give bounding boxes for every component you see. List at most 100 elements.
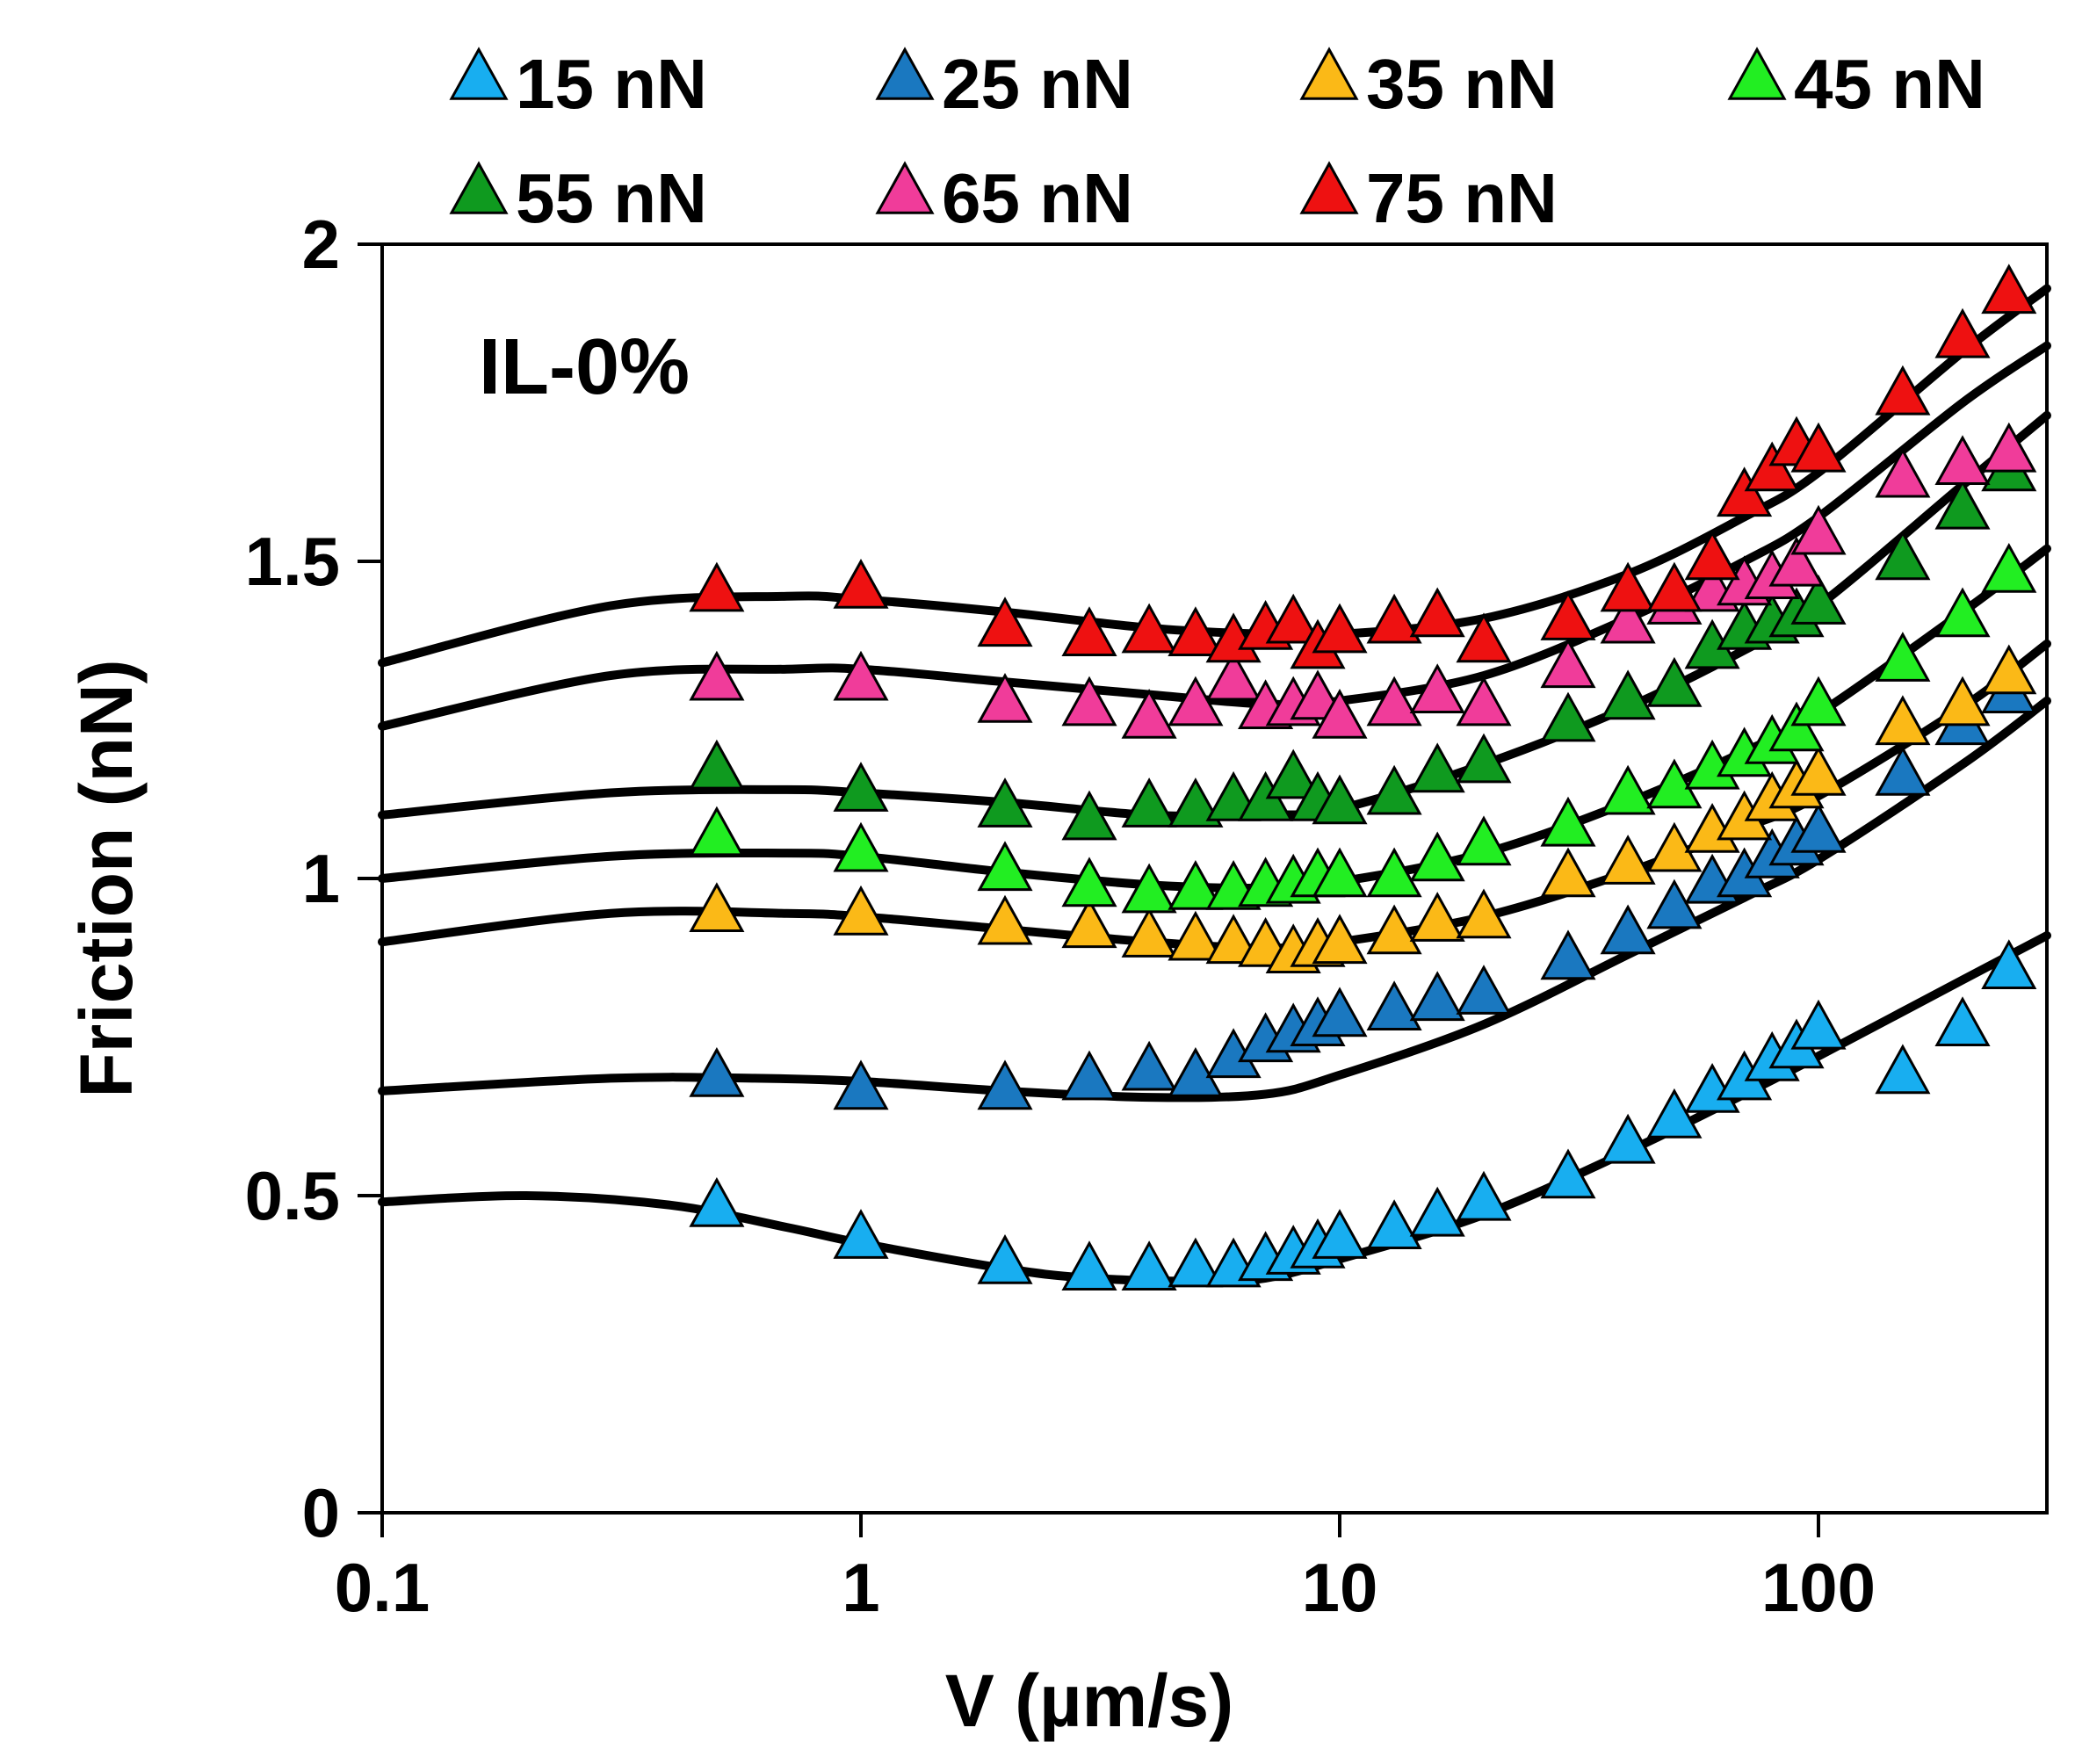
y-tick-label: 1.5: [245, 523, 340, 600]
data-point: [1409, 892, 1465, 942]
legend: 15 nN 25 nN 35 nN 45 nN 55 nN 65 nN 75 nN: [449, 45, 1985, 237]
data-point: [1061, 1050, 1117, 1101]
data-point: [1456, 1170, 1512, 1221]
data-point: [1409, 742, 1465, 793]
data-point: [1790, 504, 1847, 555]
data-point: [1312, 774, 1368, 825]
data-point: [1934, 587, 1991, 638]
data-point: [1875, 447, 1931, 498]
data-point: [1646, 878, 1703, 929]
data-point: [1646, 1088, 1703, 1139]
data-point: [1366, 676, 1422, 727]
data-point: [1600, 904, 1656, 955]
data-point: [1790, 999, 1847, 1050]
data-point: [1540, 691, 1596, 742]
data-point: [1205, 914, 1262, 965]
data-point: [1981, 422, 2037, 473]
data-point: [977, 777, 1033, 828]
legend-label: 35 nN: [1366, 45, 1558, 123]
data-point: [1646, 561, 1703, 612]
data-point: [1168, 676, 1224, 727]
data-point: [1265, 593, 1321, 644]
data-point: [1456, 888, 1512, 939]
data-point: [977, 1234, 1033, 1284]
data-point: [1981, 264, 2037, 314]
x-tick-label: 100: [1761, 1549, 1876, 1626]
data-point: [1312, 914, 1368, 965]
data-point: [1981, 939, 2037, 989]
data-point: [1790, 676, 1847, 727]
legend-marker: [449, 47, 509, 100]
data-point: [689, 561, 745, 612]
data-point: [1600, 835, 1656, 885]
data-point: [1366, 847, 1422, 898]
data-point: [689, 1177, 745, 1227]
fit-curve-15-nN: [378, 931, 2051, 1286]
legend-label: 75 nN: [1366, 159, 1558, 237]
y-tick-label: 2: [302, 206, 340, 283]
data-point: [1061, 857, 1117, 907]
data-point: [1366, 904, 1422, 955]
data-point: [1366, 1199, 1422, 1249]
y-tick-label: 0: [302, 1474, 340, 1551]
data-point: [689, 882, 745, 932]
annotation-label: IL-0%: [479, 323, 690, 411]
data-point: [1121, 603, 1177, 654]
data-point: [1600, 764, 1656, 815]
data-point: [1205, 650, 1262, 701]
data-point: [1540, 847, 1596, 898]
x-tick-label: 1: [842, 1549, 879, 1626]
data-point: [1456, 612, 1512, 663]
data-markers: [689, 264, 2037, 1290]
data-point: [833, 559, 889, 609]
data-point: [1934, 996, 1991, 1046]
y-axis-title: Friction (nN): [65, 659, 148, 1097]
data-point: [1168, 1047, 1224, 1097]
data-point: [689, 806, 745, 857]
data-point: [1790, 575, 1847, 625]
y-tick-label: 0.5: [245, 1157, 340, 1234]
y-tick-label: 1: [302, 840, 340, 917]
data-point: [1540, 590, 1596, 640]
legend-label: 25 nN: [942, 45, 1133, 123]
axes: 0 0.5 1 1.5 2 0.1 1 10 100: [245, 206, 2049, 1626]
data-point: [1366, 593, 1422, 644]
data-point: [1981, 644, 2037, 695]
data-point: [1934, 479, 1991, 530]
legend-marker: [449, 161, 509, 214]
data-point: [1540, 1148, 1596, 1199]
data-point: [1168, 860, 1224, 910]
data-point: [1600, 669, 1656, 720]
data-point: [1409, 831, 1465, 882]
data-point: [1600, 561, 1656, 612]
data-point: [1061, 606, 1117, 656]
x-tick-label: 0.1: [335, 1549, 430, 1626]
data-point: [1540, 796, 1596, 847]
data-point: [1600, 593, 1656, 644]
data-point: [1061, 676, 1117, 727]
legend-marker: [1299, 47, 1359, 100]
data-point: [1600, 1113, 1656, 1164]
data-point: [1121, 863, 1177, 914]
legend-marker: [875, 161, 935, 214]
legend-label: 65 nN: [942, 159, 1133, 237]
x-axis-title: V (µm/s): [945, 1659, 1233, 1742]
data-point: [1061, 1240, 1117, 1290]
data-point: [1168, 777, 1224, 828]
data-point: [1456, 676, 1512, 727]
legend-marker: [1299, 161, 1359, 214]
legend-label: 45 nN: [1794, 45, 1985, 123]
legend-label: 55 nN: [516, 159, 707, 237]
data-point: [1646, 758, 1703, 809]
data-point: [1121, 1040, 1177, 1091]
data-point: [1265, 748, 1321, 799]
data-point: [689, 739, 745, 790]
data-point: [1540, 929, 1596, 980]
data-point: [1121, 689, 1177, 739]
data-point: [1409, 971, 1465, 1022]
data-point: [1409, 663, 1465, 713]
data-point: [1717, 466, 1773, 517]
data-point: [1409, 587, 1465, 638]
data-point: [977, 894, 1033, 945]
data-point: [1061, 790, 1117, 841]
